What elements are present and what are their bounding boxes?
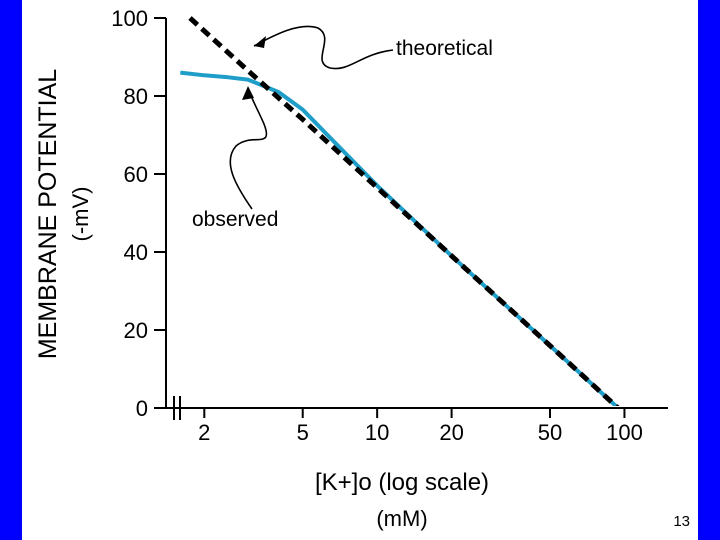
y-tick-label: 40	[124, 240, 148, 265]
theoretical-callout-arrow	[253, 25, 394, 70]
x-tick-label: 20	[439, 420, 463, 445]
x-axis-label: [K+]o (log scale)	[315, 469, 489, 496]
series-layer	[180, 16, 620, 406]
x-tick-label: 5	[297, 420, 309, 445]
x-tick-label: 100	[606, 420, 643, 445]
observed-callout-arrow	[229, 87, 268, 210]
right-border-band	[698, 0, 720, 540]
page-number: 13	[673, 513, 690, 530]
y-tick-label: 100	[111, 6, 148, 31]
y-axis-unit: (-mV)	[68, 187, 93, 242]
y-tick-label: 20	[124, 318, 148, 343]
y-ticks: 0 20 40 60 80 100	[111, 6, 166, 421]
observed-series-line	[180, 70, 619, 406]
x-tick-label: 10	[365, 420, 389, 445]
y-tick-label: 80	[124, 84, 148, 109]
x-tick-label: 2	[198, 420, 210, 445]
observed-annotation: observed	[192, 208, 278, 231]
y-tick-label: 0	[136, 396, 148, 421]
theoretical-arrowhead	[254, 36, 266, 48]
x-axis-unit: (mM)	[376, 506, 427, 531]
x-tick-label: 50	[538, 420, 562, 445]
observed-arrowhead	[242, 86, 254, 100]
left-border-band	[0, 0, 22, 540]
y-axis-label: MEMBRANE POTENTIAL	[34, 69, 62, 359]
x-ticks: 2 5 10 20 50 100	[198, 408, 643, 445]
theoretical-annotation: theoretical	[396, 37, 493, 60]
annotation-arrows	[229, 25, 394, 210]
axes	[165, 18, 668, 420]
y-tick-label: 60	[124, 162, 148, 187]
